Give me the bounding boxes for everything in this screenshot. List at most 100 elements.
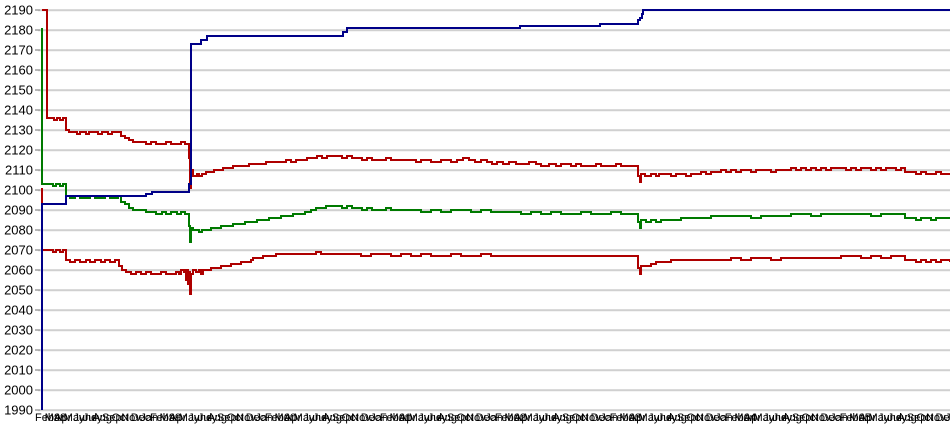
- x-axis-label: June: [418, 412, 442, 424]
- x-axis-label: June: [533, 412, 557, 424]
- x-axis-label: Nov: [581, 412, 601, 424]
- x-axis-label: Dec: [246, 412, 266, 424]
- x-axis-label: Feb02: [495, 412, 526, 424]
- x-axis-label: Apr: [514, 412, 531, 424]
- x-axis-label: Nov: [236, 412, 256, 424]
- x-axis-label: Aug: [897, 412, 917, 424]
- x-axis-label: July: [543, 412, 563, 424]
- x-axis-label: Dec: [821, 412, 841, 424]
- y-axis-label: 2110: [5, 163, 33, 178]
- x-axis-label: Jan: [140, 412, 158, 424]
- x-axis-label: July: [888, 412, 908, 424]
- x-axis-label: May: [524, 412, 545, 424]
- x-axis-label: Oct: [112, 412, 129, 424]
- x-axis-label: Aug: [782, 412, 802, 424]
- x-axis-label: June: [648, 412, 672, 424]
- x-axis-label: Feb04: [725, 412, 756, 424]
- x-axis-label: Mar: [389, 412, 408, 424]
- x-axis-label: Dec: [361, 412, 381, 424]
- x-axis-label: Nov: [696, 412, 716, 424]
- x-axis-label: June: [878, 412, 902, 424]
- x-axis-label: Mar: [275, 412, 294, 424]
- x-axis-label: Jan: [830, 412, 848, 424]
- x-axis-label: Mar: [504, 412, 523, 424]
- x-axis-label: Mar: [619, 412, 638, 424]
- x-axis-label: Jan: [945, 412, 950, 424]
- x-axis-label: May: [294, 412, 315, 424]
- x-axis-label: Sept: [217, 412, 240, 424]
- x-axis-label: June: [188, 412, 212, 424]
- x-axis-label: Aug: [322, 412, 342, 424]
- x-axis-label: Sept: [102, 412, 125, 424]
- x-axis-label: Aug: [552, 412, 572, 424]
- x-axis-label: Sept: [332, 412, 355, 424]
- y-axis-label: 2120: [4, 143, 33, 158]
- x-axis-label: Oct: [227, 412, 244, 424]
- series-green-line: [41, 28, 950, 243]
- y-axis-label: 2000: [4, 383, 33, 398]
- x-axis-label: Nov: [121, 412, 141, 424]
- x-axis-label: Nov: [811, 412, 831, 424]
- y-axis-label: 2050: [4, 283, 33, 298]
- x-axis-labels: Feb98MarAprMayJuneJulyAugSeptOctNovDecJa…: [35, 412, 950, 424]
- x-axis-label: Feb01: [380, 412, 411, 424]
- x-axis-label: Oct: [571, 412, 588, 424]
- y-axis-label: 2140: [4, 103, 33, 118]
- x-axis-label: Feb99: [150, 412, 181, 424]
- x-axis-label: July: [658, 412, 678, 424]
- y-axis-label: 2180: [4, 23, 33, 38]
- y-axis-label: 2100: [4, 183, 33, 198]
- x-axis-label: Dec: [706, 412, 726, 424]
- x-axis-label: Apr: [54, 412, 71, 424]
- y-axis-label: 2090: [4, 203, 33, 218]
- x-axis-label: June: [73, 412, 97, 424]
- y-axis-label: 2160: [4, 63, 33, 78]
- x-axis-label: Apr: [399, 412, 416, 424]
- x-axis-label: Oct: [801, 412, 818, 424]
- x-axis-label: Jan: [715, 412, 733, 424]
- x-axis-label: July: [773, 412, 793, 424]
- x-axis-label: Dec: [936, 412, 950, 424]
- x-axis-label: May: [409, 412, 430, 424]
- x-axis-label: Nov: [466, 412, 486, 424]
- x-axis-label: Aug: [667, 412, 687, 424]
- x-axis-label: Feb00: [265, 412, 296, 424]
- y-axis-label: 2060: [4, 263, 33, 278]
- x-axis-label: Dec: [476, 412, 496, 424]
- x-axis-label: Apr: [744, 412, 761, 424]
- x-axis-label: June: [303, 412, 327, 424]
- x-axis-label: Aug: [437, 412, 457, 424]
- x-axis-label: Feb05: [840, 412, 871, 424]
- x-axis-label: Sept: [677, 412, 700, 424]
- x-axis-label: Jan: [255, 412, 273, 424]
- x-axis-label: Aug: [92, 412, 112, 424]
- x-axis-label: Sept: [562, 412, 585, 424]
- x-axis-label: Mar: [45, 412, 64, 424]
- x-axis-label: Dec: [131, 412, 151, 424]
- x-axis-label: Sept: [792, 412, 815, 424]
- y-tick-marks-group: [35, 9, 40, 411]
- x-axis-label: Dec: [591, 412, 611, 424]
- x-axis-label: Aug: [207, 412, 227, 424]
- x-axis-label: Feb98: [35, 412, 66, 424]
- y-axis-label: 2080: [4, 223, 33, 238]
- y-axis-label: 2170: [4, 43, 33, 58]
- x-axis-label: July: [313, 412, 333, 424]
- x-axis-label: Nov: [351, 412, 371, 424]
- x-axis-label: May: [639, 412, 660, 424]
- x-axis-label: Oct: [457, 412, 474, 424]
- x-axis-label: July: [198, 412, 218, 424]
- x-axis-label: July: [83, 412, 103, 424]
- x-axis-label: June: [763, 412, 787, 424]
- x-axis-label: Sept: [447, 412, 470, 424]
- series-lower-red-line: [41, 188, 950, 295]
- x-axis-label: May: [64, 412, 85, 424]
- y-axis-label: 2030: [4, 323, 33, 338]
- y-axis-label: 2190: [4, 3, 33, 18]
- gridlines-group: [38, 9, 950, 412]
- x-axis-label: Feb03: [610, 412, 641, 424]
- x-axis-label: May: [868, 412, 889, 424]
- y-axis-label: 2130: [4, 123, 33, 138]
- y-axis-labels: 2190 2180 2170 2160 2150 2140 2130 2120 2110 2100…: [4, 3, 33, 418]
